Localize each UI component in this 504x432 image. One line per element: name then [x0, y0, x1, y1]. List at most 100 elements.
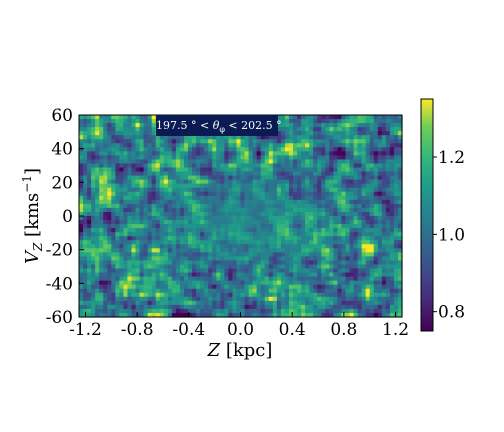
- heatmap-cell: [345, 211, 351, 217]
- heatmap-cell: [119, 195, 125, 201]
- heatmap-cell: [397, 308, 403, 314]
- heatmap-cell: [252, 296, 258, 302]
- heatmap-cell: [175, 187, 181, 193]
- heatmap-cell: [288, 151, 294, 156]
- heatmap-cell: [337, 175, 343, 181]
- heatmap-cell: [288, 220, 294, 225]
- heatmap-cell: [349, 135, 355, 140]
- heatmap-cell: [272, 220, 278, 225]
- heatmap-cell: [99, 292, 104, 298]
- heatmap-cell: [260, 167, 266, 173]
- heatmap-cell: [123, 240, 129, 245]
- heatmap-cell: [87, 199, 92, 205]
- heatmap-cell: [155, 292, 161, 298]
- heatmap-cell: [151, 167, 157, 173]
- heatmap-cell: [159, 312, 165, 318]
- heatmap-cell: [200, 159, 205, 165]
- heatmap-cell: [397, 155, 403, 161]
- heatmap-cell: [337, 199, 343, 205]
- heatmap-cell: [171, 268, 177, 274]
- heatmap-cell: [349, 207, 355, 213]
- heatmap-cell: [183, 240, 189, 245]
- heatmap-cell: [248, 211, 254, 217]
- heatmap-cell: [276, 123, 282, 128]
- heatmap-cell: [228, 179, 234, 185]
- heatmap-cell: [313, 304, 318, 310]
- heatmap-cell: [107, 312, 112, 318]
- heatmap-cell: [95, 260, 100, 266]
- heatmap-cell: [127, 179, 133, 185]
- heatmap-cell: [135, 207, 141, 213]
- heatmap-cell: [200, 308, 205, 314]
- heatmap-cell: [188, 175, 193, 181]
- heatmap-cell: [143, 211, 149, 217]
- heatmap-cell: [204, 244, 209, 249]
- heatmap-cell: [151, 264, 157, 270]
- heatmap-cell: [103, 131, 108, 136]
- heatmap-cell: [228, 171, 234, 177]
- heatmap-cell: [179, 260, 185, 266]
- heatmap-cell: [123, 276, 129, 282]
- heatmap-cell: [208, 268, 213, 274]
- heatmap-cell: [397, 296, 403, 302]
- heatmap-cell: [155, 199, 161, 205]
- heatmap-cell: [357, 300, 363, 306]
- heatmap-cell: [83, 195, 88, 201]
- heatmap-cell: [333, 284, 338, 290]
- heatmap-cell: [397, 216, 403, 221]
- heatmap-cell: [216, 191, 221, 197]
- heatmap-cell: [284, 191, 290, 197]
- heatmap-cell: [397, 191, 403, 197]
- heatmap-cell: [79, 236, 84, 241]
- heatmap-cell: [385, 280, 391, 286]
- heatmap-cell: [111, 312, 116, 318]
- heatmap-cell: [232, 187, 238, 193]
- heatmap-cell: [159, 163, 165, 169]
- heatmap-cell: [111, 183, 116, 189]
- heatmap-cell: [369, 207, 375, 213]
- heatmap-cell: [292, 151, 298, 156]
- heatmap-cell: [280, 147, 286, 152]
- heatmap-cell: [83, 155, 88, 161]
- heatmap-cell: [357, 167, 363, 173]
- heatmap-cell: [147, 280, 153, 286]
- heatmap-cell: [147, 123, 153, 128]
- heatmap-cell: [204, 264, 209, 270]
- heatmap-cell: [280, 228, 286, 233]
- heatmap-cell: [79, 228, 84, 233]
- heatmap-cell: [91, 159, 96, 165]
- heatmap-cell: [220, 252, 225, 257]
- heatmap-cell: [183, 308, 189, 314]
- heatmap-cell: [325, 155, 330, 161]
- heatmap-cell: [119, 119, 125, 124]
- heatmap-cell: [183, 187, 189, 193]
- heatmap-cell: [107, 179, 112, 185]
- heatmap-cell: [83, 167, 88, 173]
- heatmap-cell: [175, 228, 181, 233]
- heatmap-cell: [200, 264, 205, 270]
- heatmap-cell: [292, 203, 298, 209]
- heatmap-cell: [143, 308, 149, 314]
- heatmap-cell: [377, 308, 383, 314]
- heatmap-cell: [385, 264, 391, 270]
- heatmap-cell: [204, 232, 209, 237]
- heatmap-cell: [353, 139, 359, 144]
- heatmap-cell: [143, 264, 149, 270]
- heatmap-cell: [345, 119, 351, 124]
- heatmap-cell: [292, 147, 298, 152]
- heatmap-cell: [284, 211, 290, 217]
- heatmap-cell: [329, 220, 334, 225]
- heatmap-cell: [341, 195, 347, 201]
- heatmap-cell: [143, 123, 149, 128]
- heatmap-cell: [91, 304, 96, 310]
- heatmap-cell: [163, 183, 169, 189]
- heatmap-cell: [309, 240, 314, 245]
- heatmap-cell: [292, 167, 298, 173]
- heatmap-cell: [171, 167, 177, 173]
- heatmap-cell: [236, 280, 242, 286]
- heatmap-cell: [139, 159, 145, 165]
- heatmap-cell: [208, 308, 213, 314]
- heatmap-cell: [337, 183, 343, 189]
- heatmap-cell: [216, 248, 221, 253]
- heatmap-cell: [99, 187, 104, 193]
